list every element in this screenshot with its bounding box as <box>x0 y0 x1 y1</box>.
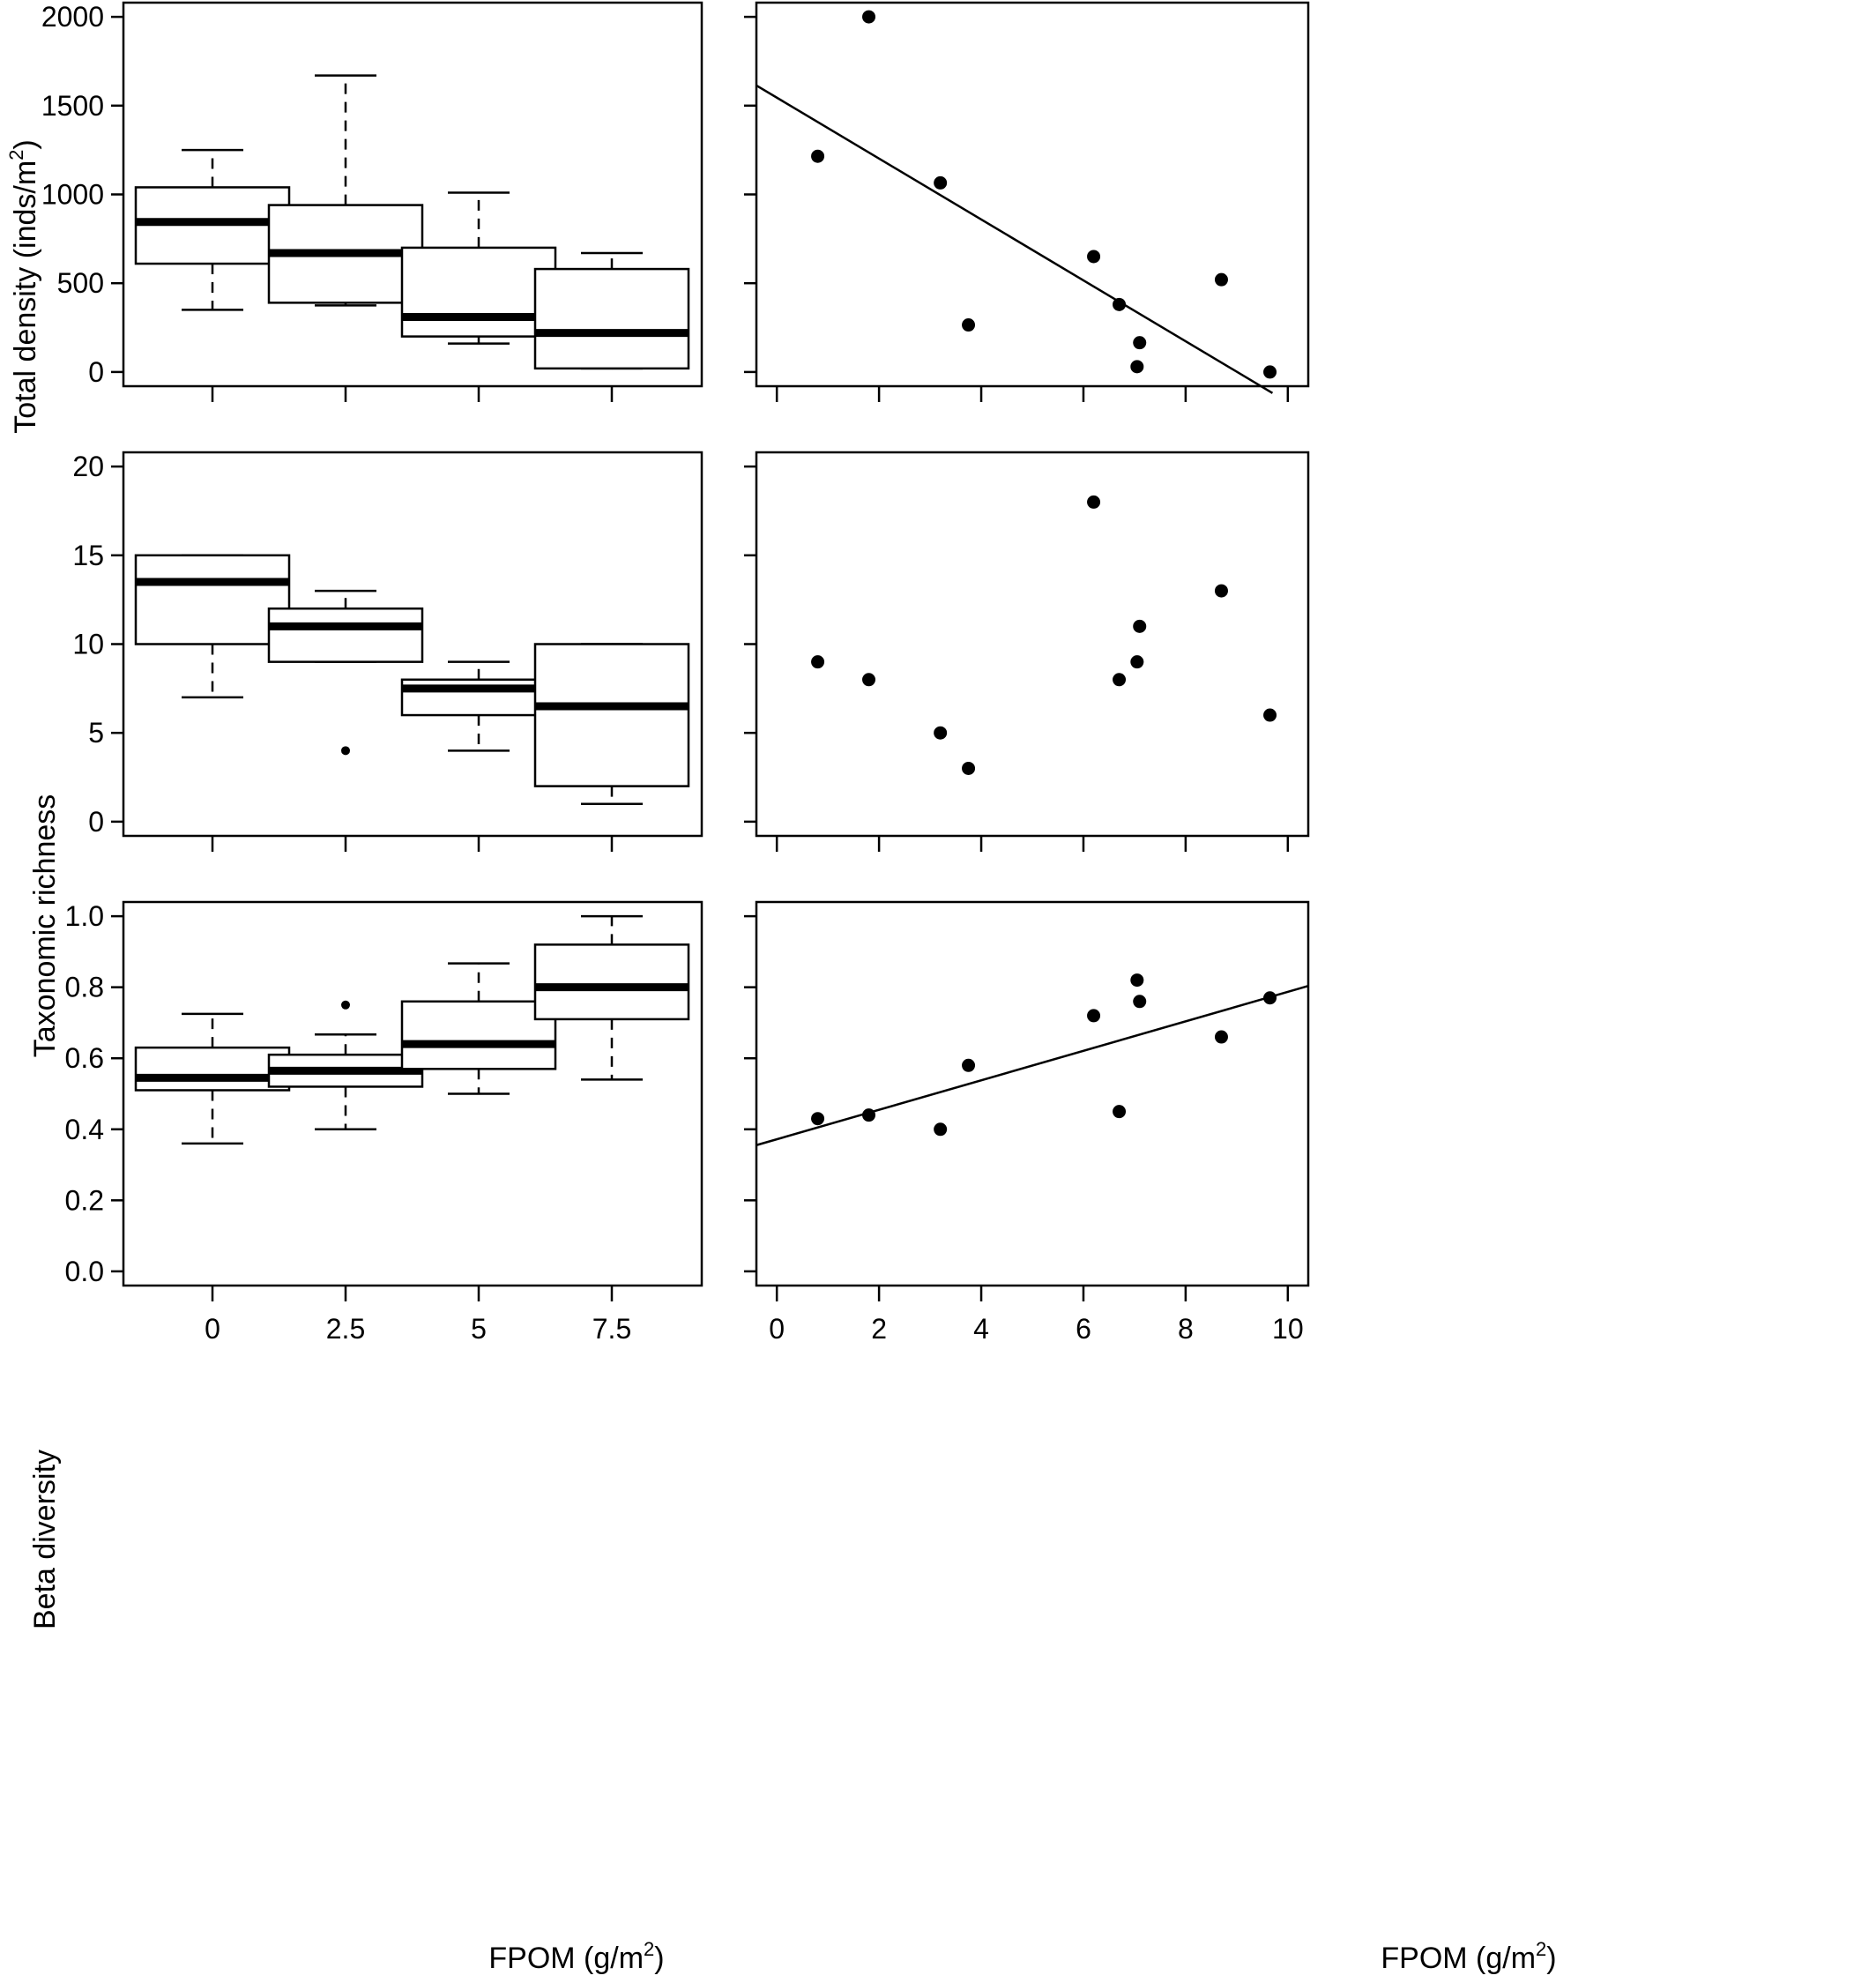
data-point <box>1263 365 1277 379</box>
y-tick-label: 0.0 <box>65 1256 104 1287</box>
box-7.5 <box>533 251 690 370</box>
x-tick-label: 5 <box>471 1313 487 1345</box>
plot-frame <box>755 1 1310 388</box>
regression-line <box>756 84 1274 394</box>
data-point <box>811 1112 825 1126</box>
regression-line <box>756 985 1309 1146</box>
y-tick-label: 500 <box>57 267 104 299</box>
top-left-panel: 0 500 1000 1500 2000 <box>41 1 704 402</box>
data-point <box>862 1108 876 1122</box>
data-point <box>1214 584 1228 598</box>
iqr-box <box>533 643 690 787</box>
data-point <box>1113 1105 1127 1119</box>
plot-layer: 0500100015002000051015200.00.20.40.60.81… <box>41 1 1310 1345</box>
middle-left-panel: 0 5 10 15 20 <box>72 451 704 852</box>
x-tick-label: 0 <box>205 1313 220 1345</box>
iqr-box <box>267 607 424 663</box>
bottom-left-panel: 0.0 0.2 0.4 0.6 0.8 1.0 0 2.5 5 7.5 <box>65 900 704 1345</box>
data-point <box>934 175 948 190</box>
data-point <box>1214 1030 1228 1044</box>
data-point <box>862 673 876 687</box>
x-tick-label: 7.5 <box>592 1313 631 1345</box>
iqr-box <box>400 246 557 338</box>
box-0 <box>134 554 291 699</box>
y-tick-label: 0 <box>88 356 104 388</box>
data-point <box>1087 495 1101 509</box>
x-tick-label: 4 <box>973 1313 989 1345</box>
left-x-axis-title: FPOM (g/m2) <box>488 1938 664 1975</box>
box-7.5 <box>533 643 690 805</box>
plot-frame <box>755 900 1310 1287</box>
x-tick-label: 10 <box>1272 1313 1304 1345</box>
label-layer: Total density (inds/m2) Taxonomic richne… <box>5 139 1557 1975</box>
data-point <box>962 1058 976 1072</box>
x-tick-label: 2 <box>871 1313 887 1345</box>
data-point <box>1214 272 1228 287</box>
y-tick-label: 0.6 <box>65 1042 104 1074</box>
density-y-axis-title: Total density (inds/m2) <box>5 139 42 433</box>
top-right-panel <box>744 1 1310 402</box>
y-tick-label: 0.2 <box>65 1184 104 1216</box>
y-tick-label: 2000 <box>41 1 104 33</box>
y-tick-label: 10 <box>72 629 104 660</box>
data-point <box>1133 995 1147 1009</box>
data-point <box>1087 250 1101 264</box>
bottom-right-panel: 0 2 4 6 8 10 <box>744 900 1310 1345</box>
iqr-box <box>533 943 690 1021</box>
richness-y-axis-title: Taxonomic richness <box>28 794 62 1058</box>
y-tick-label: 5 <box>88 717 104 749</box>
box-2.5 <box>267 74 424 307</box>
box-5 <box>400 660 557 752</box>
right-x-axis-title: FPOM (g/m2) <box>1381 1938 1556 1975</box>
y-tick-label: 1.0 <box>65 900 104 932</box>
box-7.5 <box>533 914 690 1081</box>
data-point <box>962 318 976 332</box>
data-point <box>1130 655 1144 669</box>
data-point <box>1133 619 1147 633</box>
data-point <box>1113 673 1127 687</box>
outlier-point <box>341 1000 350 1010</box>
iqr-box <box>400 1000 557 1070</box>
x-tick-label: 0 <box>769 1313 785 1345</box>
iqr-box <box>134 554 291 645</box>
box-0 <box>134 148 291 311</box>
x-tick-label: 2.5 <box>326 1313 365 1345</box>
x-tick-label: 6 <box>1076 1313 1091 1345</box>
data-point <box>811 149 825 163</box>
middle-right-panel <box>744 451 1310 852</box>
y-tick-label: 0.4 <box>65 1114 104 1145</box>
data-point <box>934 1122 948 1137</box>
plot-frame <box>755 451 1310 838</box>
data-point <box>1133 336 1147 350</box>
y-tick-label: 15 <box>72 540 104 571</box>
data-point <box>1113 297 1127 311</box>
box-5 <box>400 962 557 1095</box>
data-point <box>862 10 876 24</box>
box-5 <box>400 191 557 345</box>
data-point <box>1130 360 1144 374</box>
iqr-box <box>533 267 690 370</box>
beta-y-axis-title: Beta diversity <box>28 1450 62 1629</box>
y-tick-label: 0 <box>88 806 104 838</box>
data-point <box>962 761 976 775</box>
x-tick-label: 8 <box>1178 1313 1194 1345</box>
data-point <box>1087 1009 1101 1023</box>
iqr-box <box>134 1046 291 1092</box>
y-tick-label: 0.8 <box>65 972 104 1003</box>
y-tick-label: 1000 <box>41 179 104 211</box>
data-point <box>1130 973 1144 988</box>
box-2.5 <box>267 1000 424 1131</box>
y-tick-label: 1500 <box>41 90 104 122</box>
data-point <box>1263 991 1277 1005</box>
data-point <box>811 655 825 669</box>
data-point <box>1263 708 1277 722</box>
plot-frame <box>122 900 704 1287</box>
box-2.5 <box>267 589 424 756</box>
y-tick-label: 20 <box>72 451 104 482</box>
data-point <box>934 726 948 740</box>
outlier-point <box>341 746 350 756</box>
box-0 <box>134 1012 291 1145</box>
